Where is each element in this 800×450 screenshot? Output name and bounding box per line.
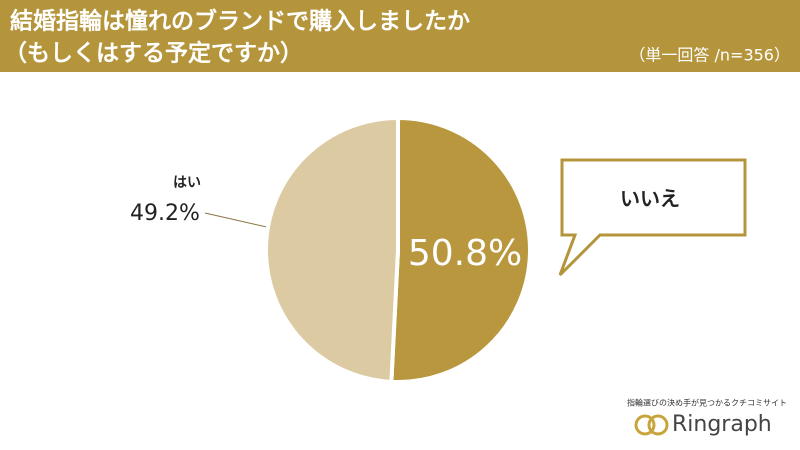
header-band [0,0,800,72]
chart-title: 結婚指輪は憧れのブランドで購入しましたか [10,8,470,35]
logo-icon [647,414,669,436]
pie-slice [389,115,532,384]
chart-subtitle: （単一回答 /n=356） [629,46,790,65]
chart-title: （もしくはする予定ですか） [4,40,303,67]
pie [264,115,532,384]
footer-brand: Ringraph [672,412,772,437]
footer-tagline: 指輪選びの決め手が見つかるクチコミサイト [627,398,787,408]
legend-label: はい [173,175,201,191]
data-label: 49.2% [130,201,200,226]
legend-label: いいえ [620,187,680,211]
data-label: 50.8% [408,233,522,274]
logo-icon [634,414,656,436]
callout-box [558,158,747,277]
pie-slice [264,115,400,384]
